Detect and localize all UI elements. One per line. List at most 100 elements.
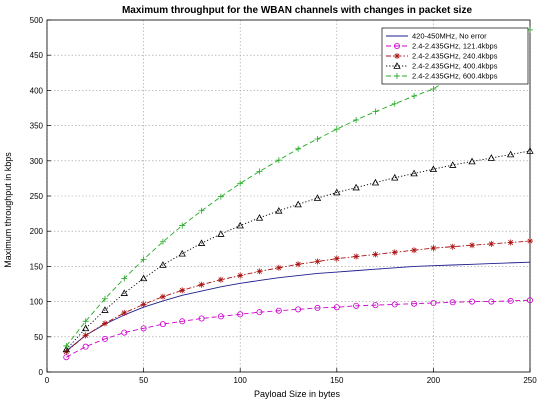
data-point (449, 243, 456, 250)
chart-title: Maximum throughput for the WBAN channels… (122, 5, 472, 16)
data-point (295, 145, 302, 152)
data-point (527, 238, 533, 245)
data-point (393, 62, 401, 69)
x-axis-label: Payload Size in bytes (254, 389, 341, 399)
data-point (198, 315, 205, 322)
data-point (507, 239, 514, 246)
data-point (353, 253, 360, 260)
legend-label: 2.4-2.435GHz, 121.4kbps (412, 42, 498, 51)
legend-item: 420-450MHz, No error (386, 32, 487, 41)
data-point (430, 300, 437, 307)
y-tick-label: 200 (30, 227, 44, 236)
data-point (121, 329, 128, 336)
data-point (159, 321, 166, 328)
legend-label: 420-450MHz, No error (412, 32, 487, 41)
data-point (469, 298, 476, 305)
data-point (333, 255, 340, 262)
data-point (391, 301, 398, 308)
legend-box (381, 27, 529, 85)
data-point (352, 183, 360, 191)
legend-label: 2.4-2.435GHz, 400.4kbps (412, 62, 498, 71)
data-point (393, 43, 400, 50)
data-point (82, 318, 89, 325)
x-tick-label: 250 (523, 376, 537, 385)
data-point (449, 299, 456, 306)
y-tick-label: 0 (39, 368, 44, 377)
legend-item: 2.4-2.435GHz, 121.4kbps (386, 42, 498, 51)
data-point (237, 311, 244, 318)
legend-label: 2.4-2.435GHz, 240.4kbps (412, 52, 498, 61)
data-point (469, 242, 476, 249)
data-point (62, 345, 70, 353)
data-point (198, 207, 205, 214)
data-point (410, 169, 418, 177)
data-point (411, 93, 418, 100)
data-point (275, 264, 282, 271)
x-tick-label: 50 (139, 376, 148, 385)
data-point (179, 318, 186, 325)
y-axis: 0 50 100 150 200 250 300 350 400 450 500 (30, 16, 51, 377)
data-point (295, 261, 302, 268)
y-tick-label: 50 (34, 333, 43, 342)
data-point (237, 272, 244, 279)
data-point (255, 214, 264, 221)
data-point (333, 304, 340, 311)
data-point (236, 221, 244, 229)
legend-item: 2.4-2.435GHz, 600.4kbps (386, 72, 498, 81)
data-point (411, 300, 418, 307)
data-point (217, 193, 224, 200)
legend-label: 2.4-2.435GHz, 600.4kbps (412, 72, 498, 81)
data-point (159, 293, 166, 300)
data-point (140, 325, 147, 332)
data-point (198, 281, 205, 288)
data-point (217, 313, 224, 320)
data-point (237, 180, 244, 187)
data-point (353, 302, 360, 309)
y-tick-label: 250 (30, 192, 44, 201)
data-point (256, 168, 263, 175)
data-point (295, 306, 302, 313)
series-2 (63, 297, 534, 361)
data-point (394, 73, 400, 79)
legend-item: 2.4-2.435GHz, 240.4kbps (386, 52, 498, 61)
data-point (507, 297, 514, 304)
series-4 (62, 147, 534, 353)
y-tick-label: 500 (30, 16, 44, 25)
data-point (217, 276, 224, 283)
data-point (101, 295, 108, 302)
data-point (372, 302, 379, 309)
data-point (294, 200, 302, 208)
data-point (372, 251, 379, 258)
data-point (391, 100, 398, 107)
data-point (82, 332, 89, 339)
data-point (159, 261, 167, 268)
data-point (314, 258, 321, 265)
data-point (488, 298, 495, 305)
data-point (371, 178, 380, 186)
data-point (159, 238, 166, 245)
data-point (179, 222, 186, 229)
data-point (120, 289, 128, 296)
y-axis-label: Maximum throughput in kbps (3, 152, 13, 268)
legend-item: 2.4-2.435GHz, 400.4kbps (386, 62, 498, 71)
y-tick-label: 150 (30, 262, 44, 271)
x-tick-label: 100 (234, 376, 248, 385)
data-point (82, 343, 89, 350)
data-point (391, 249, 398, 256)
data-point (313, 194, 322, 201)
data-point (429, 165, 438, 173)
data-point (63, 342, 70, 349)
y-tick-label: 450 (30, 51, 44, 60)
x-tick-label: 200 (427, 376, 441, 385)
data-point (487, 154, 496, 161)
x-axis: 0 50 100 150 200 250 (45, 368, 537, 385)
data-point (179, 287, 186, 294)
data-point (527, 297, 534, 304)
data-point (121, 309, 128, 316)
y-tick-label: 300 (30, 157, 44, 166)
data-point (101, 306, 109, 313)
data-point (333, 188, 341, 196)
series-line (66, 299, 531, 358)
